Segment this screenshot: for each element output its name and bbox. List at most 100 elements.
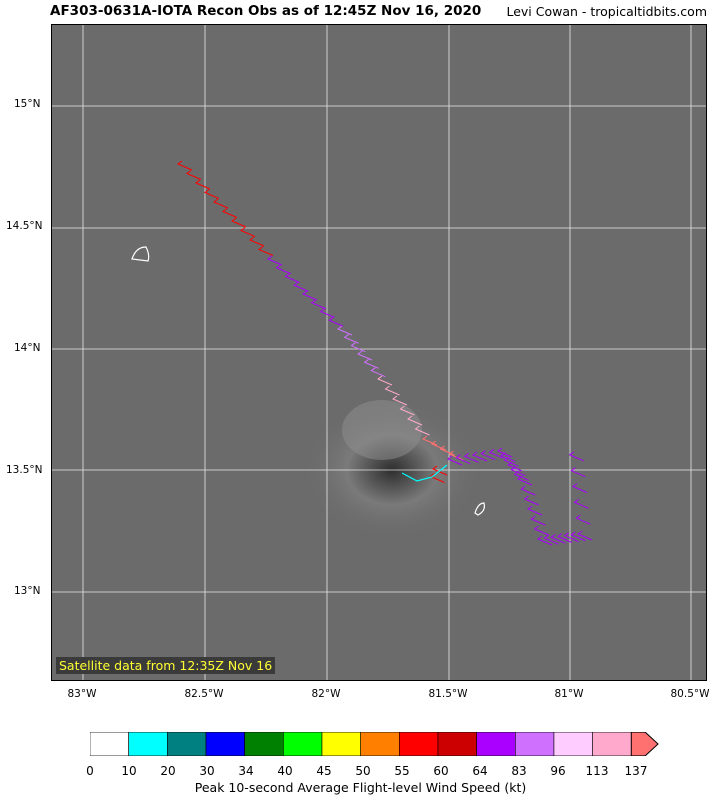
wind-barb xyxy=(507,461,523,472)
wind-barb xyxy=(343,333,359,344)
wind-barb xyxy=(447,455,463,466)
colorbar-tick: 113 xyxy=(585,764,609,778)
wind-barb xyxy=(488,448,504,459)
satellite-map xyxy=(52,25,706,680)
wind-barb xyxy=(513,470,529,481)
colorbar-tick: 45 xyxy=(316,764,332,778)
map-credit: Levi Cowan - tropicaltidbits.com xyxy=(506,4,707,19)
wind-barb xyxy=(573,498,589,509)
wind-barb xyxy=(319,308,335,318)
wind-barb xyxy=(537,535,553,546)
wind-barb xyxy=(530,515,546,526)
wind-barb xyxy=(275,264,291,275)
wind-barb xyxy=(563,532,579,543)
colorbar-swatch xyxy=(553,732,593,756)
wind-barb xyxy=(575,514,591,525)
wind-barb xyxy=(186,170,202,180)
wind-barb xyxy=(472,451,488,462)
wind-barb xyxy=(267,255,283,266)
colorbar-swatch xyxy=(244,732,284,756)
wind-barb xyxy=(240,227,256,237)
colorbar-swatch xyxy=(90,732,129,756)
wind-barb xyxy=(204,189,220,199)
map-title: AF303-0631A-IOTA Recon Obs as of 12:45Z … xyxy=(50,3,482,19)
colorbar-swatch xyxy=(360,732,400,756)
wind-barb xyxy=(568,451,584,462)
wind-barb xyxy=(497,447,513,458)
recon-wind-barbs xyxy=(177,160,593,546)
colorbar-swatch xyxy=(321,732,361,756)
colorbar-tick: 96 xyxy=(550,764,566,778)
wind-speed-colorbar xyxy=(90,732,659,756)
wind-barb xyxy=(222,208,238,218)
wind-barb xyxy=(572,483,588,493)
wind-barb xyxy=(284,273,300,283)
lon-label: 81°W xyxy=(554,688,584,700)
wind-barb xyxy=(328,316,344,327)
wind-barb xyxy=(370,367,386,378)
lat-label: 15°N xyxy=(14,98,41,110)
lon-label: 83°W xyxy=(67,688,97,700)
colorbar-tick: 55 xyxy=(394,764,410,778)
wind-barb xyxy=(249,236,265,247)
wind-barb xyxy=(310,299,326,310)
wind-barb xyxy=(533,525,549,536)
wind-barb xyxy=(414,425,430,436)
wind-barb xyxy=(500,452,516,463)
satellite-caption: Satellite data from 12:35Z Nov 16 xyxy=(56,657,276,674)
lat-lon-grid xyxy=(52,25,706,680)
map-panel[interactable]: Satellite data from 12:35Z Nov 16 xyxy=(51,24,707,681)
wind-barb xyxy=(557,533,573,543)
wind-barb xyxy=(455,454,471,465)
wind-barb xyxy=(231,217,247,228)
wind-barb xyxy=(258,246,274,256)
lat-label: 14°N xyxy=(14,342,41,354)
colorbar-tick: 0 xyxy=(86,764,94,778)
colorbar-tick: 60 xyxy=(433,764,449,778)
colorbar-swatch xyxy=(476,732,516,756)
colorbar-tick: 30 xyxy=(199,764,215,778)
island-outline xyxy=(131,246,150,262)
colorbar-tick: 50 xyxy=(355,764,371,778)
wind-barb xyxy=(577,530,593,541)
wind-barb xyxy=(463,452,479,463)
colorbar-tick: 10 xyxy=(121,764,137,778)
wind-barb xyxy=(570,467,586,478)
wind-barb xyxy=(302,290,318,301)
wind-barb xyxy=(550,533,566,544)
wind-barb xyxy=(448,450,464,461)
wind-barb xyxy=(177,160,193,171)
colorbar-tick: 137 xyxy=(624,764,648,778)
wind-barb xyxy=(510,466,526,477)
colorbar-swatch xyxy=(205,732,245,756)
colorbar-tick: 34 xyxy=(238,764,254,778)
wind-barb xyxy=(377,375,393,386)
wind-barb xyxy=(337,325,353,336)
lon-label: 82°W xyxy=(311,688,341,700)
colorbar-swatch xyxy=(437,732,477,756)
colorbar-tick: 83 xyxy=(511,764,527,778)
colorbar-swatch xyxy=(128,732,168,756)
wind-barb xyxy=(523,495,539,506)
colorbar-tick: 20 xyxy=(160,764,176,778)
colorbar-swatch xyxy=(283,732,323,756)
wind-barb xyxy=(520,485,536,496)
lat-label: 13°N xyxy=(14,585,41,597)
colorbar-arrow xyxy=(630,732,659,756)
low-wind-barbs xyxy=(401,464,448,482)
wind-barb xyxy=(399,405,415,416)
wind-barb xyxy=(384,385,400,396)
colorbar-swatch xyxy=(399,732,439,756)
wind-barb xyxy=(570,531,586,542)
colorbar-tick: 64 xyxy=(472,764,488,778)
wind-barb xyxy=(543,534,559,545)
wind-barb xyxy=(503,456,519,467)
lon-label: 82.5°W xyxy=(184,688,224,700)
wind-barb xyxy=(213,198,229,209)
wind-barb xyxy=(195,179,211,190)
wind-barb xyxy=(363,358,379,369)
wind-barb xyxy=(350,342,366,353)
colorbar-swatch xyxy=(592,732,632,756)
colorbar-swatch xyxy=(515,732,555,756)
wind-barb xyxy=(527,505,543,516)
